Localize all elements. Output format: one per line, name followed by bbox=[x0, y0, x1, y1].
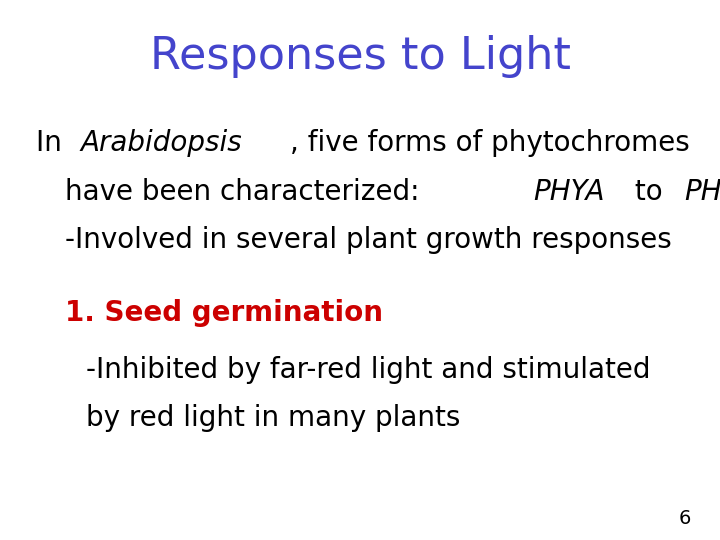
Text: 1. Seed germination: 1. Seed germination bbox=[65, 299, 383, 327]
Text: , five forms of phytochromes: , five forms of phytochromes bbox=[289, 129, 689, 157]
Text: -Involved in several plant growth responses: -Involved in several plant growth respon… bbox=[65, 226, 672, 254]
Text: by red light in many plants: by red light in many plants bbox=[86, 404, 461, 433]
Text: Arabidopsis: Arabidopsis bbox=[81, 129, 243, 157]
Text: -Inhibited by far-red light and stimulated: -Inhibited by far-red light and stimulat… bbox=[86, 356, 651, 384]
Text: PHYE: PHYE bbox=[685, 178, 720, 206]
Text: 6: 6 bbox=[679, 509, 691, 528]
Text: to: to bbox=[626, 178, 672, 206]
Text: have been characterized:: have been characterized: bbox=[65, 178, 428, 206]
Text: Responses to Light: Responses to Light bbox=[150, 35, 570, 78]
Text: PHYA: PHYA bbox=[534, 178, 606, 206]
Text: In: In bbox=[36, 129, 71, 157]
